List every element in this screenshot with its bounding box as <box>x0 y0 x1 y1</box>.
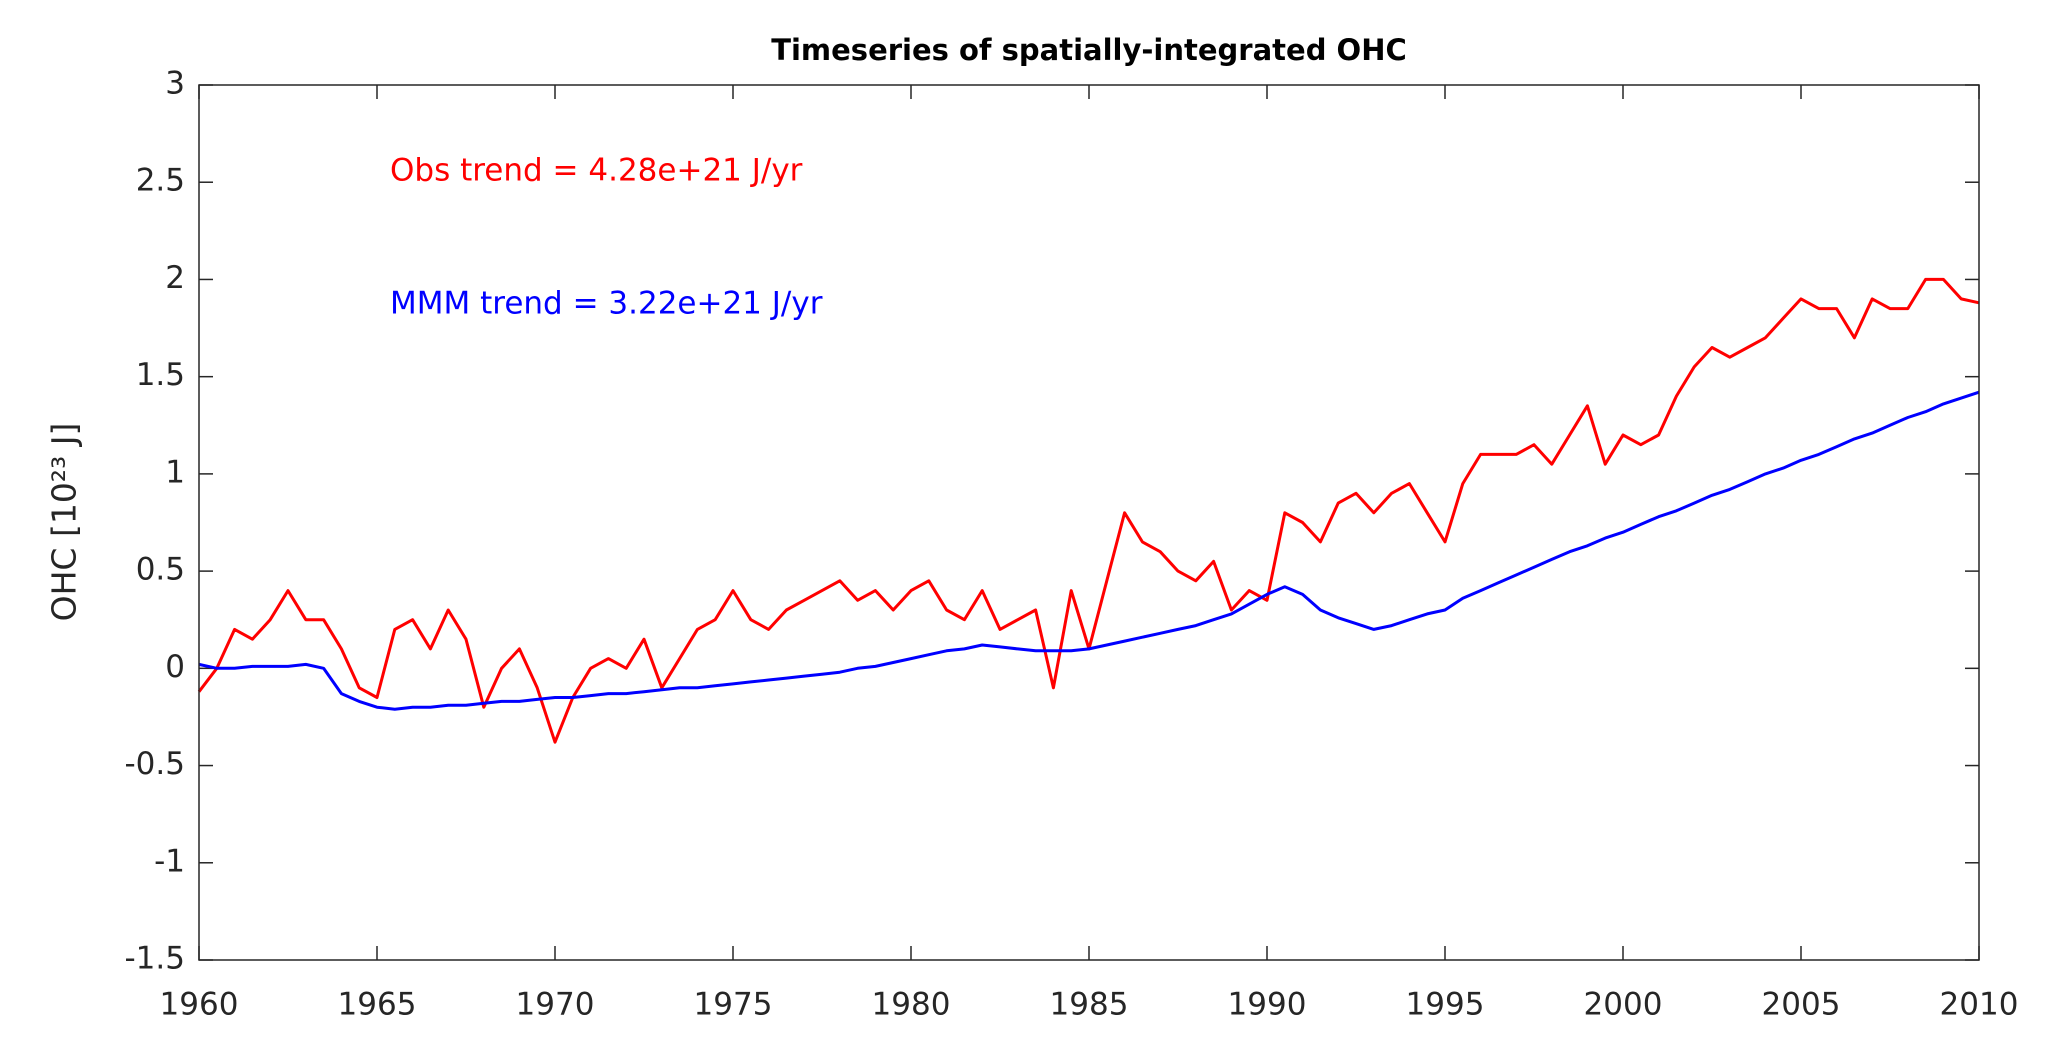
x-tick-label: 1975 <box>694 987 773 1023</box>
data-line <box>198 390 1980 711</box>
x-tick-label: 1990 <box>1228 987 1307 1023</box>
y-tick-label: 3 <box>165 66 185 102</box>
y-tick-label: 0 <box>165 649 185 685</box>
y-tick-label: -1.5 <box>125 941 186 977</box>
x-tick-label: 2000 <box>1584 987 1663 1023</box>
chart-title: Timeseries of spatially-integrated OHC <box>771 33 1407 67</box>
y-tick-label: -1 <box>154 843 185 879</box>
x-tick-label: 2010 <box>1940 987 2019 1023</box>
annotation: MMM trend = 3.22e+21 J/yr <box>390 286 823 322</box>
y-tick-label: 1 <box>165 454 185 490</box>
x-tick-label: 2005 <box>1762 987 1841 1023</box>
x-tick-label: 1995 <box>1406 987 1485 1023</box>
y-tick-label: 0.5 <box>136 552 185 588</box>
y-tick-label: 1.5 <box>136 357 185 393</box>
x-tick-label: 1980 <box>872 987 951 1023</box>
y-tick-label: 2.5 <box>136 163 185 199</box>
x-tick-label: 1970 <box>516 987 595 1023</box>
axes-box <box>198 84 1980 961</box>
y-tick-label: -0.5 <box>125 746 186 782</box>
y-tick-label: 2 <box>165 260 185 296</box>
y-axis-label: OHC [10²³ J] <box>45 423 84 622</box>
x-tick-label: 1965 <box>338 987 417 1023</box>
annotation: Obs trend = 4.28e+21 J/yr <box>390 153 803 189</box>
x-tick-label: 1985 <box>1050 987 1129 1023</box>
x-tick-label: 1960 <box>160 987 239 1023</box>
